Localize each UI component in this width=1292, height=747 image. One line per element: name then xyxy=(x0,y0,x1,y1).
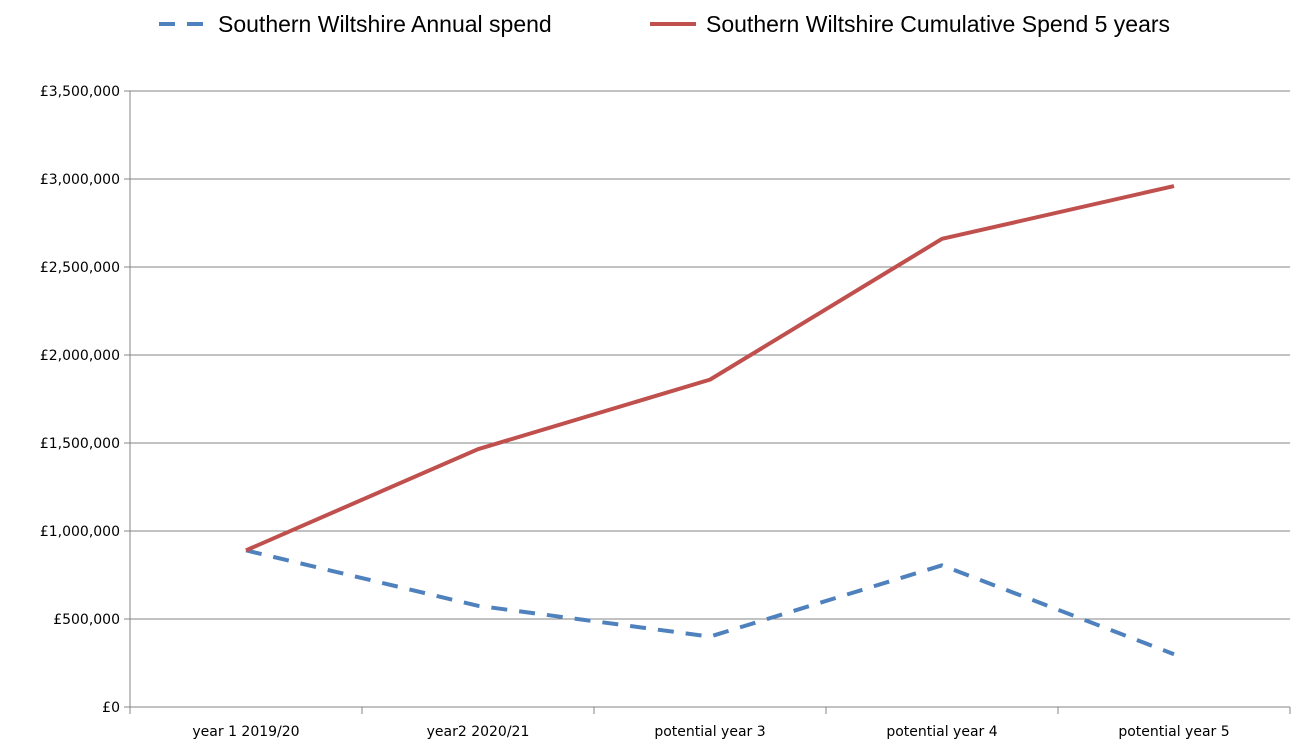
y-tick-label: £1,000,000 xyxy=(40,524,120,540)
x-tick-label: year 1 2019/20 xyxy=(192,724,299,740)
legend-item-annual-spend: Southern Wiltshire Annual spend xyxy=(158,6,552,42)
legend-swatch-annual-spend xyxy=(159,22,207,26)
legend-label-cumulative-spend: Southern Wiltshire Cumulative Spend 5 ye… xyxy=(706,10,1171,37)
series-line-cumulative-spend xyxy=(245,184,1175,553)
y-tick-label: £2,500,000 xyxy=(40,260,120,276)
y-tick-label: £500,000 xyxy=(53,612,120,628)
chart-legend: Southern Wiltshire Annual spend Southern… xyxy=(0,6,1292,42)
y-tick-label: £2,000,000 xyxy=(40,348,120,364)
x-tick-label: year2 2020/21 xyxy=(427,724,530,740)
series-line-annual-spend xyxy=(245,548,1175,657)
legend-item-cumulative-spend: Southern Wiltshire Cumulative Spend 5 ye… xyxy=(650,6,1170,42)
x-tick-label: potential year 4 xyxy=(886,724,997,740)
x-tick-label: potential year 3 xyxy=(654,724,765,740)
x-tick-label: potential year 5 xyxy=(1118,724,1229,740)
y-tick-label: £1,500,000 xyxy=(40,436,120,452)
y-tick-label: £3,500,000 xyxy=(40,84,120,100)
y-tick-label: £3,000,000 xyxy=(40,172,120,188)
legend-label-annual-spend: Southern Wiltshire Annual spend xyxy=(218,10,552,37)
y-tick-label: £0 xyxy=(102,700,120,716)
legend-swatch-cumulative-spend xyxy=(650,22,696,26)
